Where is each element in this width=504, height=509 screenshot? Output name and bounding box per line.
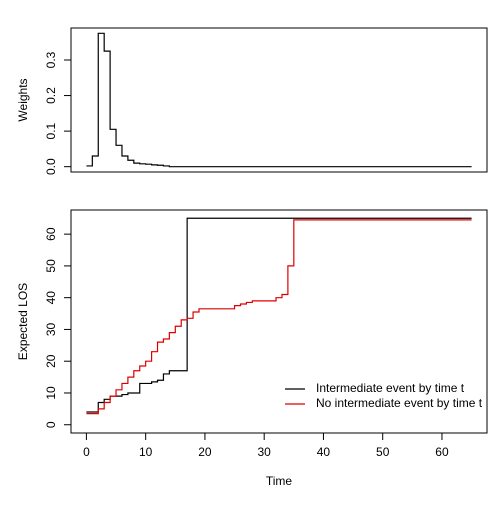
legend-label: Intermediate event by time t bbox=[316, 381, 465, 395]
y-axis-label: Weights bbox=[16, 78, 30, 121]
y-tick-label: 20 bbox=[44, 354, 58, 368]
y-tick-label: 0 bbox=[44, 421, 58, 428]
y-tick-label: 0.0 bbox=[44, 158, 58, 175]
x-tick-label: 20 bbox=[198, 445, 212, 459]
y-tick-label: 0.3 bbox=[44, 51, 58, 68]
x-tick-label: 10 bbox=[139, 445, 153, 459]
plot-frame bbox=[70, 27, 488, 173]
y-tick-label: 0.1 bbox=[44, 122, 58, 139]
x-tick-label: 30 bbox=[258, 445, 272, 459]
x-tick-label: 50 bbox=[376, 445, 390, 459]
y-tick-label: 10 bbox=[44, 386, 58, 400]
x-axis-label: Time bbox=[266, 474, 293, 488]
y-tick-label: 40 bbox=[44, 291, 58, 305]
x-tick-label: 40 bbox=[317, 445, 331, 459]
y-tick-label: 0.2 bbox=[44, 87, 58, 104]
x-tick-label: 60 bbox=[435, 445, 449, 459]
legend-label: No intermediate event by time t bbox=[316, 396, 483, 410]
y-tick-label: 30 bbox=[44, 322, 58, 336]
y-tick-label: 50 bbox=[44, 259, 58, 273]
x-tick-label: 0 bbox=[83, 445, 90, 459]
step-line bbox=[86, 217, 472, 413]
y-axis-label: Expected LOS bbox=[16, 283, 30, 360]
step-line bbox=[86, 32, 472, 168]
step-line bbox=[86, 219, 472, 415]
y-tick-label: 60 bbox=[44, 227, 58, 241]
